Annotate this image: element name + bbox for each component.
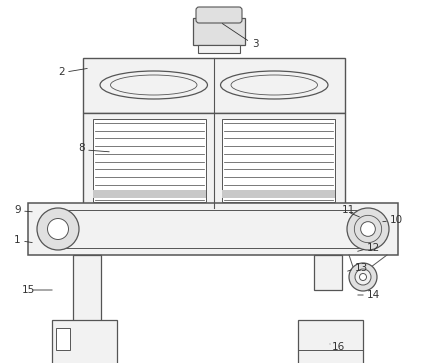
Circle shape	[347, 208, 389, 250]
Circle shape	[349, 263, 377, 291]
Bar	[93, 190, 206, 198]
Text: 13: 13	[355, 263, 368, 273]
Bar	[193, 18, 245, 45]
Text: 16: 16	[332, 342, 345, 352]
Circle shape	[47, 219, 68, 240]
Bar	[93, 119, 206, 202]
Bar	[298, 320, 363, 363]
Text: 10: 10	[390, 215, 403, 225]
Ellipse shape	[100, 71, 207, 99]
Text: 1: 1	[14, 235, 21, 245]
Bar	[222, 190, 335, 198]
Text: 15: 15	[22, 285, 35, 295]
Text: 8: 8	[78, 143, 85, 153]
Bar	[314, 255, 342, 290]
Circle shape	[361, 222, 375, 236]
Text: 12: 12	[367, 243, 380, 253]
Bar	[73, 255, 101, 330]
Bar	[222, 119, 335, 202]
Bar	[52, 320, 117, 363]
Circle shape	[355, 269, 371, 285]
Bar	[198, 45, 240, 53]
Bar	[56, 328, 70, 350]
Bar	[83, 58, 345, 113]
Text: 2: 2	[58, 67, 64, 77]
Text: 11: 11	[342, 205, 355, 215]
Text: 3: 3	[252, 39, 258, 49]
Text: 14: 14	[367, 290, 380, 300]
Bar	[28, 203, 398, 255]
Bar	[83, 113, 345, 208]
Ellipse shape	[221, 71, 328, 99]
Text: 9: 9	[14, 205, 21, 215]
Circle shape	[37, 208, 79, 250]
Circle shape	[359, 273, 366, 281]
FancyBboxPatch shape	[196, 7, 242, 23]
